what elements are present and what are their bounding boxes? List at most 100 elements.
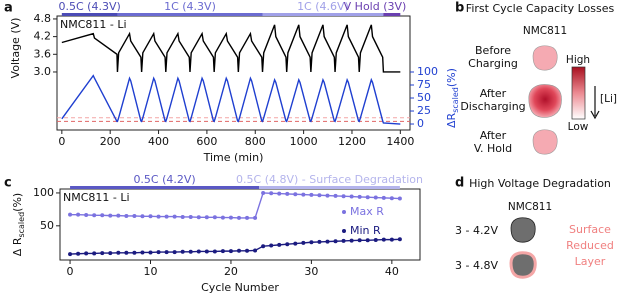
point	[373, 237, 378, 242]
annotation: NMC811 - Li	[60, 18, 127, 31]
layer-label: Layer	[575, 255, 606, 268]
point	[132, 213, 137, 218]
phase-label: 0.5C (4.3V)	[58, 0, 120, 13]
x-tick-label: 1200	[338, 135, 366, 148]
point	[325, 239, 330, 244]
point	[357, 238, 362, 243]
y2-tick-label: 25	[417, 104, 431, 117]
point	[68, 212, 73, 217]
phase-label: V Hold (3V)	[344, 0, 407, 13]
phase-bar	[262, 13, 384, 16]
point	[285, 242, 290, 247]
point	[188, 249, 193, 254]
point	[140, 214, 145, 219]
point	[397, 196, 402, 201]
point	[373, 195, 378, 200]
point	[220, 249, 225, 254]
scale-high: High	[566, 54, 590, 66]
point	[116, 250, 121, 255]
point	[124, 250, 129, 255]
point	[236, 248, 241, 253]
point	[317, 193, 322, 198]
point	[277, 191, 282, 196]
point	[261, 190, 266, 195]
point	[156, 250, 161, 255]
point	[204, 249, 209, 254]
scale-label: [Li]	[600, 93, 617, 105]
y-tick-label: 4.2	[34, 30, 52, 43]
state-label: After	[480, 129, 507, 142]
point	[309, 192, 314, 197]
point	[253, 215, 258, 220]
colorbar	[571, 66, 586, 120]
point	[365, 238, 370, 243]
phase-bar	[70, 186, 260, 189]
point	[108, 213, 113, 218]
point	[293, 241, 298, 246]
y2-tick-label: 0	[417, 117, 424, 130]
phase-bar	[259, 186, 400, 189]
legend-label: Max R	[350, 205, 384, 218]
y2-tick-label: 75	[417, 78, 431, 91]
point	[341, 194, 346, 199]
point	[132, 250, 137, 255]
point	[253, 248, 258, 253]
point	[228, 249, 233, 254]
phase-label: 0.5C (4.8V) - Surface Degradation	[236, 173, 423, 186]
state-label: Before	[475, 44, 511, 57]
x-tick-label: 20	[224, 265, 238, 278]
y-tick-label: 3.6	[34, 47, 52, 60]
annotation: NMC811 - Li	[63, 191, 130, 204]
axis-label-part: Δ R	[11, 237, 24, 256]
point	[164, 214, 169, 219]
point	[84, 212, 89, 217]
particle	[532, 129, 558, 155]
material: NMC811	[523, 25, 567, 37]
point	[301, 192, 306, 197]
layer-label: Surface	[569, 223, 611, 236]
panel-label: b	[455, 1, 464, 16]
point	[100, 251, 105, 256]
y-tick-label: 50	[40, 219, 54, 232]
series-line	[61, 24, 401, 73]
point	[124, 213, 129, 218]
point	[172, 214, 177, 219]
point	[301, 240, 306, 245]
point	[277, 242, 282, 247]
x-tick-label: 0	[58, 135, 65, 148]
point	[285, 191, 290, 196]
point	[236, 215, 241, 220]
point	[317, 239, 322, 244]
y2-tick-label: 50	[417, 91, 431, 104]
point	[341, 238, 346, 243]
x-tick-label: 1000	[290, 135, 318, 148]
point	[180, 249, 185, 254]
phase-label: 1C (4.6V)	[297, 0, 349, 13]
axis-label: Δ Rscaled(%)	[11, 193, 26, 256]
point	[349, 238, 354, 243]
point	[68, 252, 73, 257]
point	[108, 251, 113, 256]
point	[196, 215, 201, 220]
point	[100, 213, 105, 218]
point	[220, 215, 225, 220]
point	[389, 237, 394, 242]
point	[116, 213, 121, 218]
point	[349, 194, 354, 199]
phase-label: 1C (4.3V)	[164, 0, 216, 13]
panel-title: First Cycle Capacity Losses	[466, 2, 615, 15]
phase-bar	[383, 13, 401, 16]
x-tick-label: 800	[245, 135, 266, 148]
legend-label: Min R	[350, 224, 381, 237]
point	[172, 250, 177, 255]
state-label: Discharging	[460, 100, 525, 113]
point	[381, 237, 386, 242]
point	[381, 195, 386, 200]
x-axis-label: Time (min)	[203, 151, 264, 164]
legend-marker	[342, 229, 346, 233]
scale-low: Low	[568, 121, 589, 133]
panel-title: High Voltage Degradation	[469, 177, 611, 190]
y-tick-label: 100	[33, 186, 54, 199]
x-tick-label: 30	[304, 265, 318, 278]
